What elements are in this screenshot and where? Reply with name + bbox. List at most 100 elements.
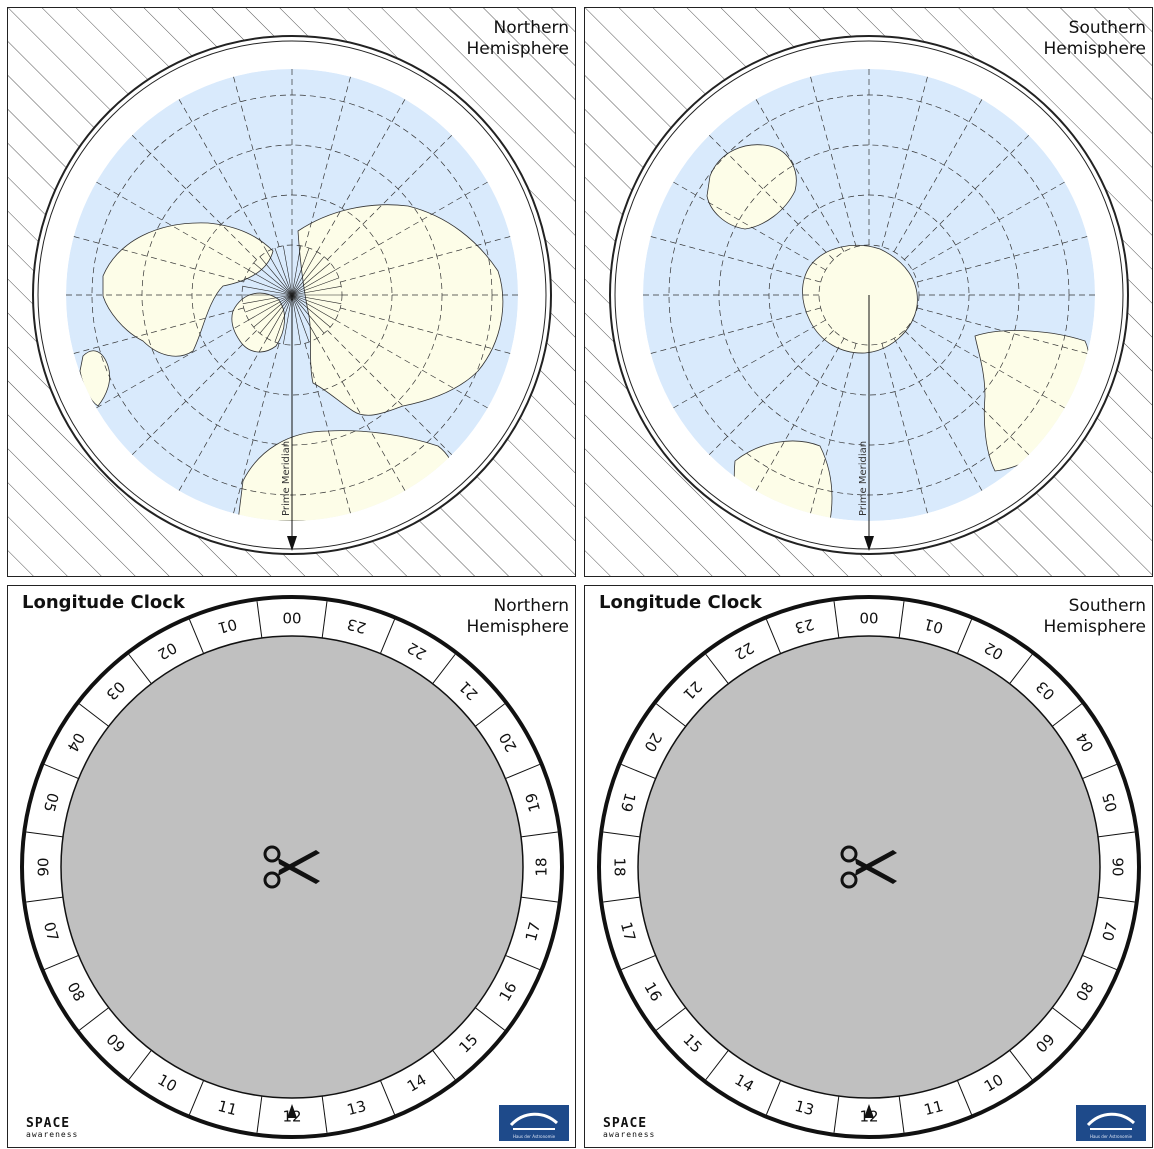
hemisphere-label-line1: Northern [493,596,569,616]
south-map-panel: Prime Meridian Southern Hemisphere [584,7,1153,577]
hour-tick [256,1095,263,1133]
space-awareness-logo: SPACE awareness [603,1117,655,1139]
hour-label: 07 [1099,920,1121,943]
hemisphere-label-line1: Northern [493,18,569,38]
hemisphere-label: Northern Hemisphere [467,18,569,60]
pole-ray [248,269,293,296]
hour-label: 13 [793,1097,816,1119]
south-map-graphic: Prime Meridian [585,8,1152,576]
hour-tick [705,654,729,685]
hour-tick [26,831,64,838]
pole-ray [291,294,342,304]
space-awareness-logo: SPACE awareness [26,1117,78,1139]
hour-tick [765,1080,782,1115]
hour-tick [321,1095,328,1133]
pole-ray [291,294,310,343]
arrow-down-icon [864,536,874,551]
pole-ray [266,251,293,296]
pole-ray [291,247,310,296]
pole-ray [253,294,293,328]
hour-tick [956,1080,973,1115]
pole-ray [291,294,340,313]
clock-title: Longitude Clock [22,592,185,613]
pole-ray [253,262,293,296]
hour-label: 01 [922,615,945,637]
hour-tick [520,896,558,903]
space-logo-line1: SPACE [603,1116,648,1131]
clock-title: Longitude Clock [599,592,762,613]
pole-ray [274,294,293,343]
hour-label: 11 [922,1097,945,1119]
hour-label: 13 [345,1097,368,1119]
space-logo-line2: awareness [603,1130,656,1139]
hour-tick [705,1049,729,1080]
hda-emblem-icon [509,1112,559,1130]
hour-tick [79,703,110,727]
hour-tick [256,601,263,639]
hour-label: 05 [40,791,62,814]
hemisphere-label-line2: Hemisphere [466,39,569,59]
pole-ray [291,294,336,321]
pole-ray [291,245,301,296]
hour-label: 19 [522,791,544,814]
pole-ray [291,256,325,296]
hour-label: 17 [522,920,544,943]
hemisphere-label-line2: Hemisphere [1043,39,1146,59]
hour-tick [188,619,205,654]
hemisphere-label-line1: Southern [1068,18,1146,38]
pole-ray [244,277,293,296]
hour-tick [1009,654,1033,685]
hour-tick [474,1007,505,1031]
south-clock-panel: 0001020304050607080910111213141516171819… [584,585,1153,1148]
hour-tick [621,954,656,971]
hour-tick [1097,896,1135,903]
hour-tick [656,1007,687,1031]
hour-tick [128,1049,152,1080]
hemisphere-label: Southern Hemisphere [1044,596,1146,638]
hour-tick [898,601,905,639]
hour-tick [432,654,456,685]
north-map-graphic: Prime Meridian [8,8,575,576]
hour-tick [1009,1049,1033,1080]
pole-ray [291,294,301,345]
hour-label: 06 [34,857,52,876]
hour-tick [765,619,782,654]
arrow-down-icon [287,536,297,551]
hour-tick [432,1049,456,1080]
arrow-up-icon [287,1104,297,1118]
hour-tick [44,763,79,780]
hour-tick [26,896,64,903]
pole-ray [291,286,342,296]
hour-tick [44,954,79,971]
hour-tick [379,1080,396,1115]
eurasia-landmass [297,204,504,416]
scissors-icon [263,845,320,889]
haus-der-astronomie-logo: Haus der Astronomie [1076,1105,1146,1141]
pole-ray [248,294,293,321]
pole-ray [291,277,340,296]
hour-label: 07 [40,920,62,943]
hemisphere-label-line2: Hemisphere [1043,617,1146,637]
hour-label: 23 [793,615,816,637]
pole-ray [242,294,293,304]
hour-tick [474,703,505,727]
hemisphere-label-line1: Southern [1068,596,1146,616]
hour-tick [188,1080,205,1115]
space-logo-line1: SPACE [26,1116,71,1131]
hour-tick [379,619,396,654]
pole-ray [259,256,293,296]
north-clock-panel: 0001020304050607080910111213141516171819… [7,585,576,1148]
hemisphere-label: Southern Hemisphere [1044,18,1146,60]
hour-tick [79,1007,110,1031]
pole-rays [242,245,342,345]
hour-label: 01 [216,615,239,637]
hour-tick [621,763,656,780]
hour-label: 00 [282,609,301,627]
arrow-up-icon [864,1104,874,1118]
hour-label: 23 [345,615,368,637]
prime-meridian-label: Prime Meridian [281,441,292,516]
hour-tick [321,601,328,639]
hour-tick [833,1095,840,1133]
pole-ray [283,294,293,345]
hour-tick [833,601,840,639]
